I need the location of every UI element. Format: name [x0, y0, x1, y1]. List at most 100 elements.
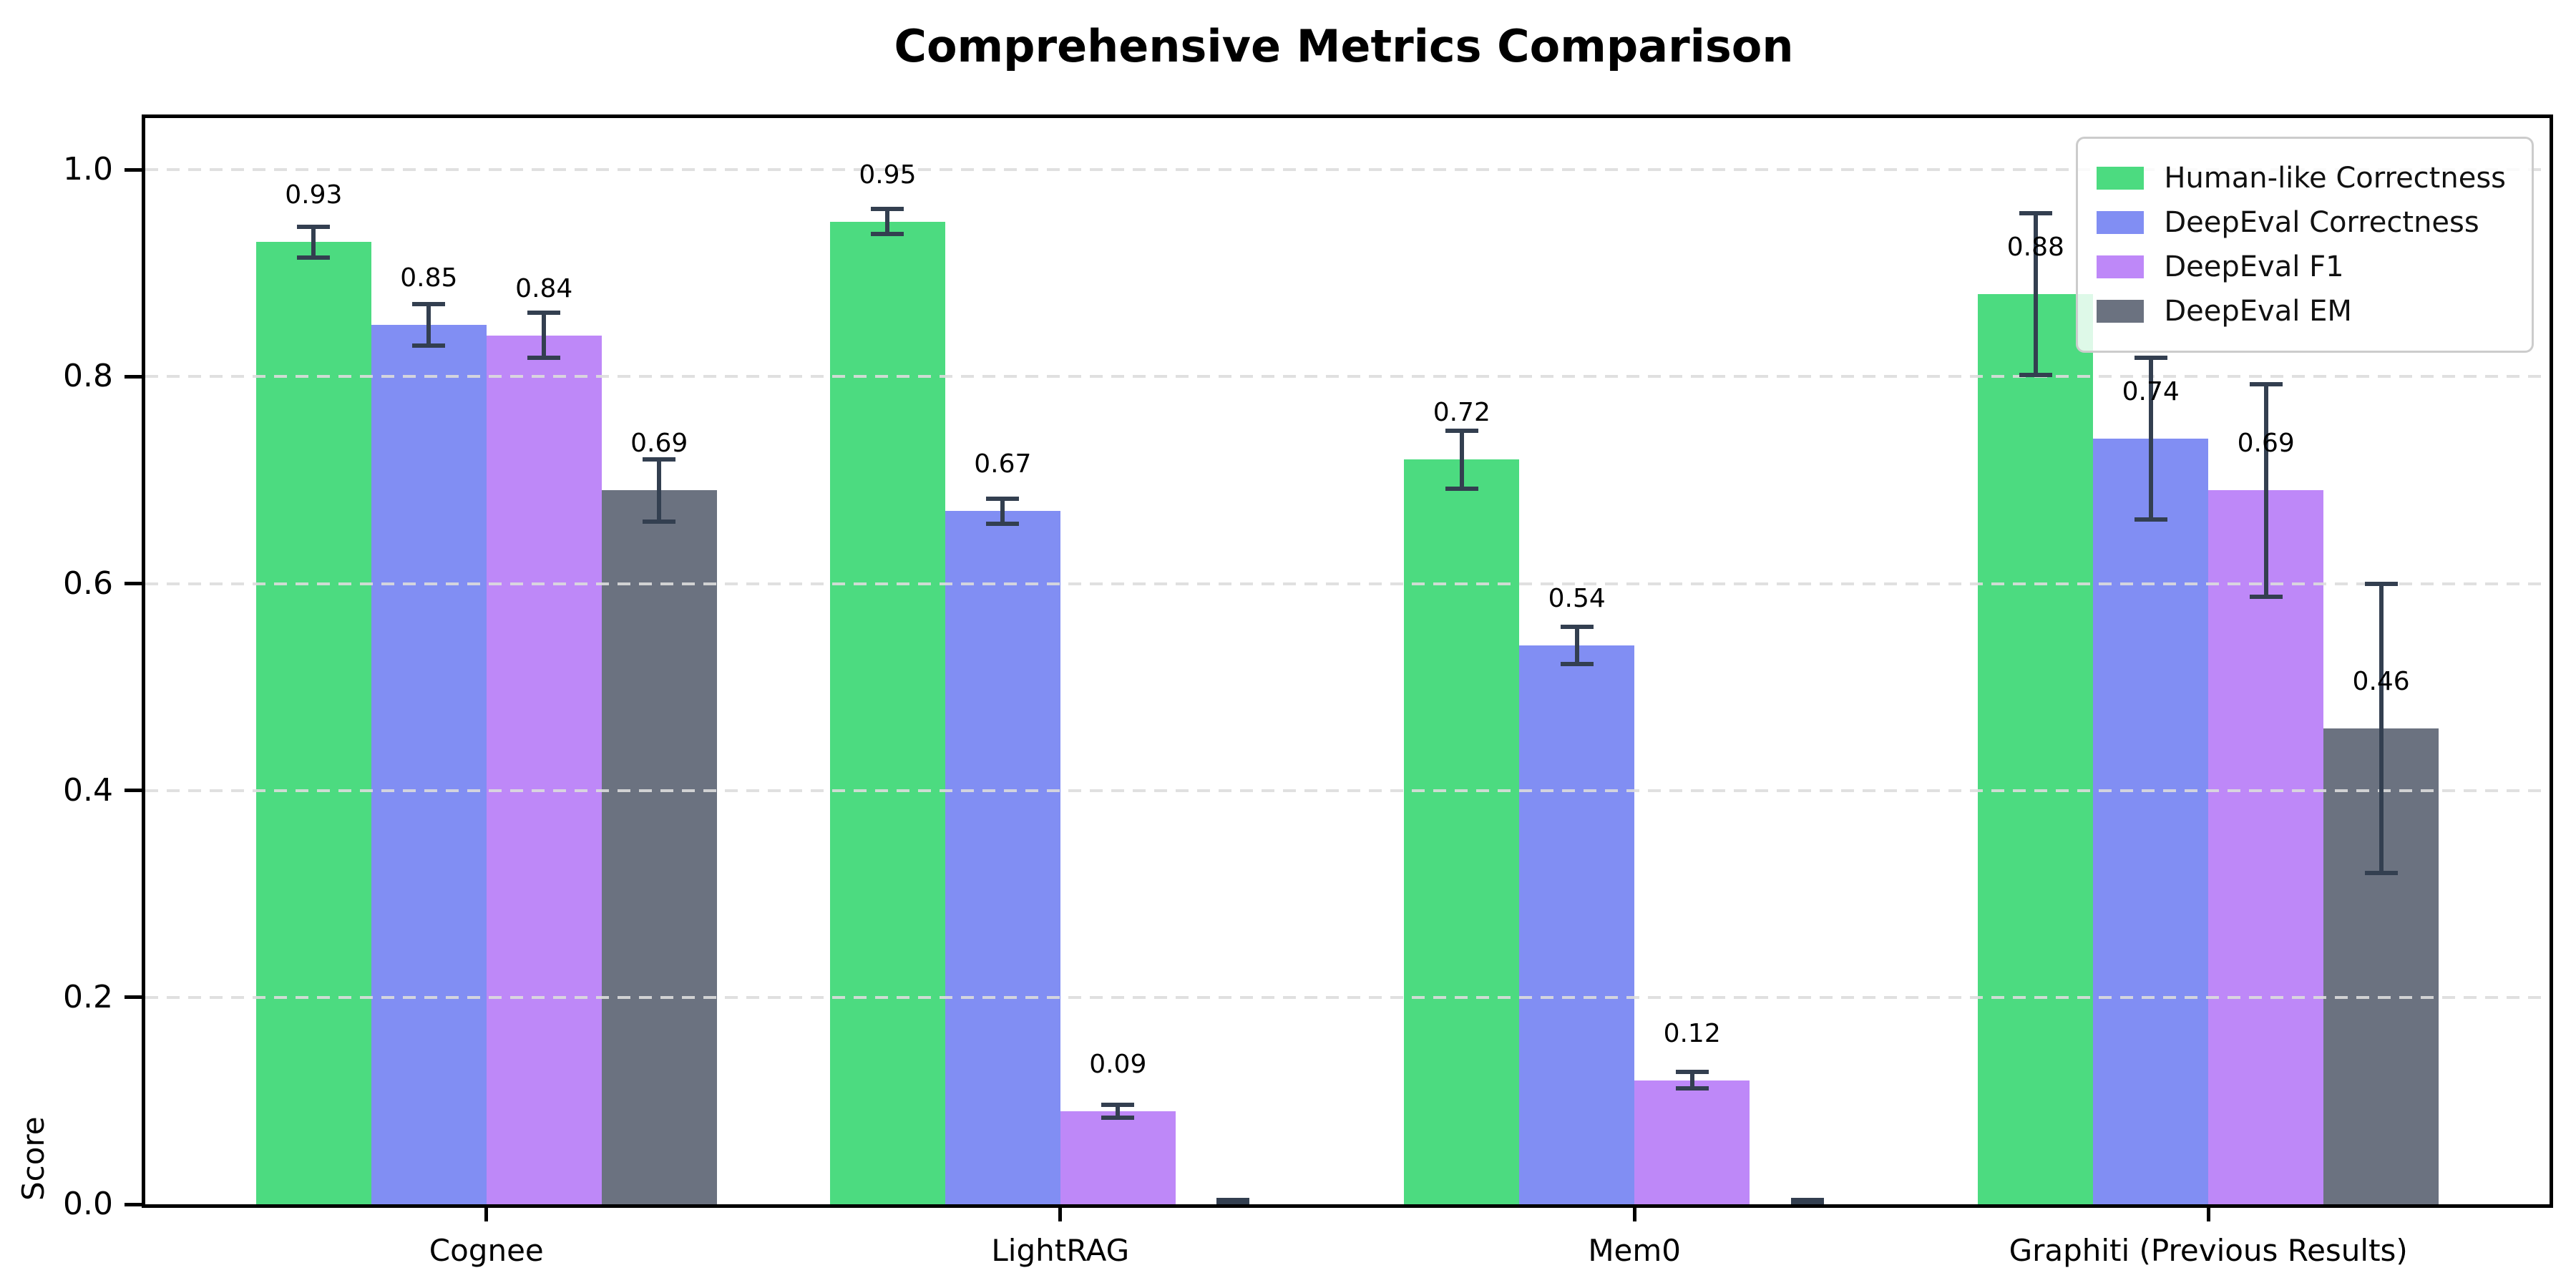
chart-title: Comprehensive Metrics Comparison: [894, 20, 1794, 72]
bar-cognee-human-like-correctness: [255, 242, 371, 1204]
y-tick-label: 0.2: [63, 978, 113, 1015]
bar-value-label: 0.88: [2006, 232, 2064, 262]
gridline: [145, 995, 2550, 999]
error-bar-cap: [2364, 871, 2398, 876]
error-bar-line: [426, 304, 431, 346]
y-tick-label: 0.4: [63, 771, 113, 809]
error-bar-cap: [2019, 372, 2052, 377]
y-tick: [125, 167, 142, 172]
bar-graphiti-previous-results-deepeval-f1: [2208, 490, 2324, 1204]
y-tick: [125, 1202, 142, 1206]
error-bar-cap: [871, 231, 904, 236]
bar-value-label: 0.12: [1663, 1018, 1721, 1048]
error-bar-cap: [297, 255, 331, 260]
error-bar-line: [2379, 583, 2384, 874]
legend-row-deepeval-correctness: DeepEval Correctness: [2097, 200, 2506, 245]
bar-lightrag-deepeval-correctness: [945, 511, 1060, 1204]
bar-cognee-deepeval-f1: [486, 335, 602, 1204]
legend-row-human-like-correctness: Human-like Correctness: [2097, 156, 2506, 200]
bar-lightrag-deepeval-f1: [1060, 1111, 1176, 1204]
error-bar-cap: [1445, 486, 1478, 491]
error-bar-cap: [1216, 1200, 1250, 1204]
y-tick-label: 0.6: [63, 565, 113, 602]
error-bar-cap: [1101, 1115, 1135, 1120]
error-bar-cap: [297, 224, 331, 229]
x-tick-label: LightRAG: [991, 1233, 1130, 1268]
bar-graphiti-previous-results-deepeval-correctness: [2093, 439, 2209, 1204]
error-bar-line: [1116, 1105, 1121, 1118]
error-bar-line: [2263, 384, 2268, 597]
bar-value-label: 0.93: [285, 180, 343, 210]
legend-swatch-deepeval-em: [2097, 300, 2145, 323]
error-bar-cap: [2019, 211, 2052, 215]
error-bar-cap: [1675, 1069, 1709, 1074]
error-bar-cap: [1790, 1200, 1824, 1204]
bar-value-label: 0.85: [400, 263, 458, 293]
error-bar-cap: [2364, 581, 2398, 586]
error-bar-cap: [2134, 356, 2167, 361]
y-tick-label: 0.8: [63, 358, 113, 395]
error-bar-cap: [986, 521, 1020, 526]
error-bar-cap: [412, 343, 446, 348]
x-tick-label: Mem0: [1588, 1233, 1682, 1268]
error-bar-cap: [1445, 428, 1478, 433]
bar-value-label: 0.72: [1433, 398, 1491, 428]
bar-mem0-human-like-correctness: [1404, 459, 1520, 1204]
error-bar-line: [542, 312, 547, 358]
gridline: [145, 582, 2550, 585]
y-axis-label: Score: [16, 1116, 51, 1201]
x-tick: [1632, 1204, 1636, 1221]
error-bar-cap: [527, 356, 561, 361]
error-bar-line: [2148, 358, 2153, 519]
error-bar-cap: [986, 497, 1020, 502]
error-bar-cap: [643, 519, 676, 524]
error-bar-cap: [1560, 662, 1594, 667]
bar-graphiti-previous-results-human-like-correctness: [1978, 293, 2094, 1204]
bar-mem0-deepeval-f1: [1634, 1080, 1750, 1204]
error-bar-cap: [1560, 625, 1594, 630]
legend-label: DeepEval EM: [2164, 295, 2352, 328]
x-tick-label: Graphiti (Previous Results): [2009, 1233, 2408, 1268]
error-bar-line: [657, 459, 662, 522]
error-bar-cap: [2249, 381, 2283, 386]
y-tick: [125, 582, 142, 586]
error-bar-line: [311, 226, 316, 258]
bar-value-label: 0.95: [859, 160, 917, 190]
legend-swatch-deepeval-f1: [2097, 255, 2145, 278]
error-bar-cap: [2249, 595, 2283, 600]
bar-value-label: 0.46: [2352, 666, 2410, 696]
bar-value-label: 0.54: [1548, 584, 1606, 614]
error-bar-cap: [643, 457, 676, 462]
legend-swatch-human-like-correctness: [2097, 167, 2145, 190]
legend-label: DeepEval F1: [2164, 250, 2344, 283]
bar-value-label: 0.84: [515, 273, 573, 303]
bar-mem0-deepeval-correctness: [1519, 645, 1635, 1204]
bar-value-label: 0.69: [2237, 429, 2295, 459]
bar-lightrag-human-like-correctness: [829, 221, 945, 1204]
error-bar-cap: [871, 207, 904, 212]
gridline: [145, 375, 2550, 379]
legend-row-deepeval-em: DeepEval EM: [2097, 289, 2506, 333]
legend: Human-like Correctness DeepEval Correctne…: [2076, 137, 2534, 353]
legend-swatch-deepeval-correctness: [2097, 211, 2145, 234]
legend-label: DeepEval Correctness: [2164, 206, 2479, 239]
y-tick: [125, 374, 142, 379]
y-tick-label: 1.0: [63, 151, 113, 188]
bar-value-label: 0.67: [974, 449, 1032, 479]
error-bar-line: [1459, 430, 1464, 489]
error-bar-line: [885, 209, 890, 234]
x-tick: [484, 1204, 489, 1221]
error-bar-line: [2033, 213, 2038, 375]
x-tick: [2206, 1204, 2210, 1221]
x-tick-label: Cognee: [429, 1233, 544, 1268]
error-bar-cap: [2134, 517, 2167, 522]
error-bar-cap: [527, 310, 561, 315]
bar-cognee-deepeval-em: [601, 490, 717, 1204]
bar-value-label: 0.09: [1089, 1049, 1147, 1079]
bar-value-label: 0.74: [2122, 377, 2180, 407]
x-tick: [1058, 1204, 1063, 1221]
error-bar-cap: [1101, 1103, 1135, 1108]
legend-row-deepeval-f1: DeepEval F1: [2097, 245, 2506, 289]
plot-area: Human-like Correctness DeepEval Correctne…: [63, 114, 2553, 1268]
